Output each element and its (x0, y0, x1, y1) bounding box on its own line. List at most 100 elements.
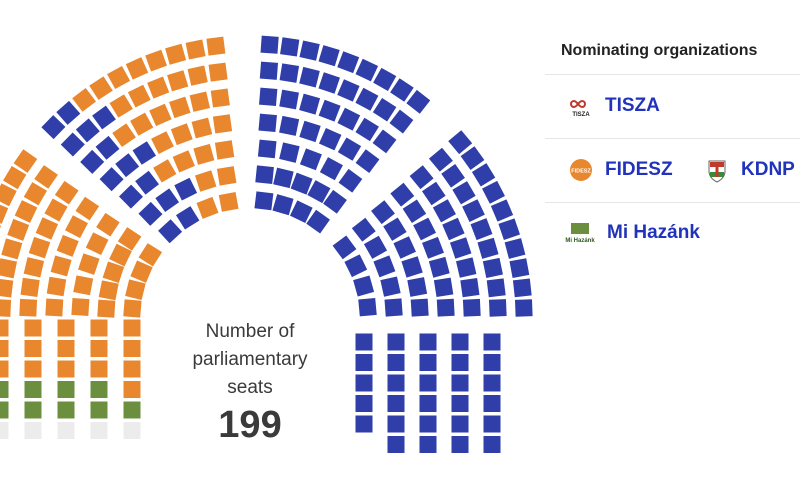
seat-fidesz (145, 49, 167, 72)
seat-fidesz (123, 360, 141, 378)
seat-tisza (387, 354, 405, 371)
seat-tisza (255, 165, 274, 185)
party-fidesz[interactable]: FIDESZ FIDESZ (567, 156, 673, 184)
seat-tisza (419, 374, 437, 392)
seat-fidesz (169, 96, 191, 119)
seat-fidesz (0, 319, 9, 337)
seat-tisza (451, 333, 469, 351)
seat-tisza (318, 72, 340, 94)
seat-tisza (390, 78, 414, 102)
seat-tisza (332, 235, 357, 260)
seat-fidesz (75, 196, 100, 221)
seat-tisza (272, 194, 294, 216)
tisza-logo-icon: TISZA (567, 92, 595, 120)
seat-tisza (483, 395, 501, 412)
seat-tisza (355, 87, 379, 111)
seat-tisza (512, 278, 532, 298)
seat-tisza (451, 374, 469, 392)
seat-fidesz (71, 297, 90, 317)
seat-tisza (363, 235, 388, 259)
seat-fidesz (123, 299, 142, 318)
seat-fidesz (23, 182, 48, 206)
seat-fidesz (172, 150, 195, 173)
seat-tisza (254, 191, 274, 211)
seat-tisza (483, 374, 501, 392)
seat-tisza (460, 278, 480, 298)
seat-tisza (299, 93, 321, 115)
divider (545, 202, 800, 203)
seat-tisza (401, 256, 423, 278)
seat-tisza (383, 217, 407, 241)
seat-tisza (75, 118, 100, 143)
seat-fidesz (28, 236, 51, 259)
seat-fidesz (0, 183, 17, 207)
seat-fidesz (218, 192, 239, 212)
seat-fidesz (0, 220, 1, 242)
seat-tisza (410, 298, 429, 317)
seat-undecided (57, 422, 75, 439)
party-name: FIDESZ (605, 159, 673, 180)
seat-fidesz (72, 87, 97, 112)
seat-fidesz (90, 319, 108, 337)
seat-fidesz (56, 234, 79, 257)
seat-tisza (402, 199, 427, 224)
seat-fidesz (102, 261, 125, 284)
seat-tisza (118, 184, 144, 209)
seat-tisza (471, 163, 496, 187)
seat-fidesz (57, 319, 75, 337)
legend-panel: Nominating organizations TISZA TISZA FID… (545, 0, 800, 500)
tisza-logo-text: TISZA (572, 112, 590, 118)
seat-fidesz (216, 166, 237, 186)
seat-tisza (432, 199, 456, 223)
seat-tisza (138, 201, 163, 226)
party-kdnp[interactable]: KDNP (703, 156, 795, 184)
seat-fidesz (46, 276, 67, 297)
seat-tisza (413, 217, 437, 241)
seat-tisza (92, 105, 116, 130)
seat-fidesz (127, 84, 151, 108)
seat-tisza (355, 117, 379, 142)
party-name: Mi Hazánk (607, 222, 700, 243)
seat-tisza (483, 436, 501, 453)
seat-fidesz (0, 360, 9, 378)
seat-fidesz (107, 65, 131, 90)
seat-tisza (290, 172, 313, 195)
seat-tisza (355, 395, 373, 412)
seat-fidesz (189, 91, 211, 112)
seat-tisza (307, 180, 331, 204)
party-mi-hazank[interactable]: Mi Hazánk Mi Hazánk (563, 219, 700, 247)
party-name: TISZA (605, 95, 660, 116)
seat-tisza (451, 436, 469, 453)
seat-tisza (41, 115, 66, 140)
seat-tisza (56, 100, 81, 125)
seat-fidesz (0, 258, 18, 279)
seat-fidesz (123, 319, 141, 337)
seat-tisza (442, 217, 465, 241)
seat-fidesz (187, 65, 208, 86)
seat-tisza (355, 415, 373, 433)
seat-fidesz (13, 149, 38, 173)
seat-tisza (115, 153, 140, 178)
seat-tisza (337, 79, 360, 102)
seat-fidesz (35, 217, 59, 240)
seat-fidesz (57, 340, 75, 357)
seat-tisza (387, 333, 405, 351)
seat-tisza (344, 254, 368, 278)
seat-fidesz (125, 57, 149, 80)
seat-tisza (155, 188, 180, 213)
seat-fidesz (130, 112, 154, 136)
seat-tisza (99, 167, 124, 192)
seat-fidesz (24, 340, 42, 357)
party-tisza[interactable]: TISZA TISZA (567, 92, 660, 120)
seat-tisza (371, 200, 395, 225)
seat-tisza (448, 130, 473, 155)
seat-tisza (318, 99, 341, 122)
parliament-chart (0, 35, 533, 453)
seat-fidesz (117, 227, 142, 251)
seat-tisza (338, 168, 363, 193)
seat-tisza (483, 354, 501, 371)
seat-mi-hazank (24, 381, 42, 398)
seat-tisza (462, 199, 485, 222)
seat-fidesz (123, 340, 141, 357)
seat-fidesz (0, 299, 12, 317)
